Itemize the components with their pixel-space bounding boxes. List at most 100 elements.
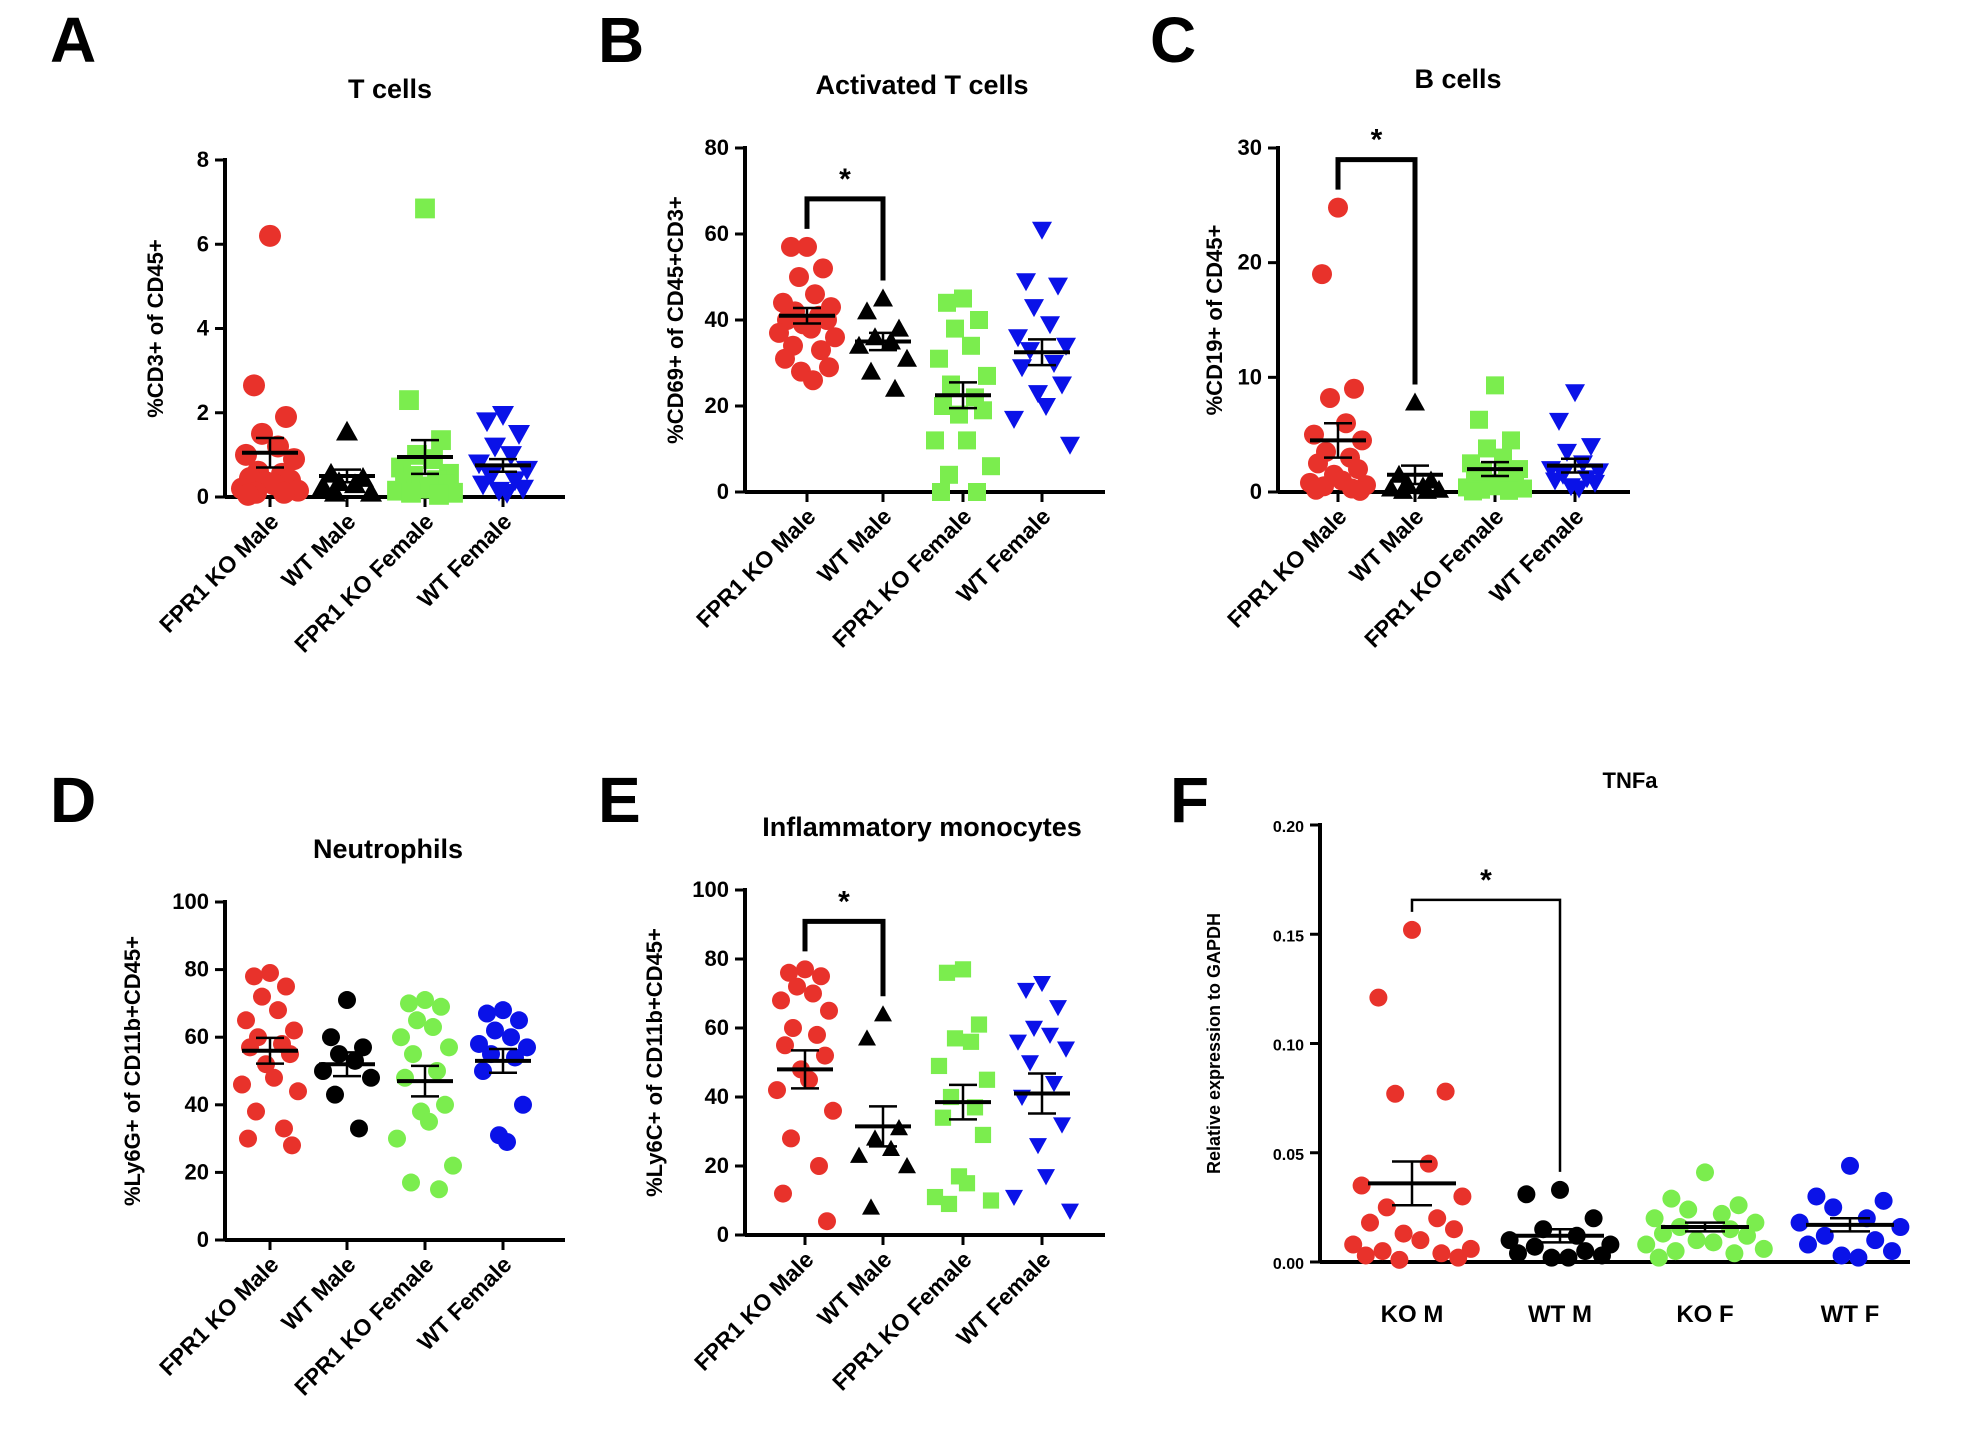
data-point: [1729, 1196, 1748, 1215]
y-axis-label: %CD69+ of CD45+CD3+: [663, 196, 688, 444]
data-point: [1721, 1220, 1740, 1239]
data-point: [243, 374, 265, 397]
data-point: [818, 1212, 836, 1231]
data-point: [484, 437, 506, 458]
data-point: [1807, 1187, 1826, 1206]
data-point: [769, 322, 789, 343]
data-point: [476, 412, 498, 433]
data-point: [1687, 1231, 1706, 1250]
data-point: [1036, 398, 1056, 416]
data-point: [392, 1028, 410, 1047]
data-point: [1005, 1189, 1023, 1207]
data-point: [819, 357, 839, 378]
data-point: [237, 483, 259, 506]
data-point: [423, 449, 443, 469]
data-point: [820, 1001, 838, 1020]
data-point: [1393, 480, 1413, 499]
chart-title: Activated T cells: [815, 70, 1028, 100]
data-point: [1390, 1250, 1409, 1269]
data-point: [1517, 1185, 1536, 1204]
data-point: [1478, 439, 1496, 458]
series-fpr1-ko-male: [1300, 197, 1376, 501]
data-point: [804, 984, 822, 1003]
data-point: [1028, 385, 1048, 404]
data-point: [492, 406, 514, 426]
y-tick-label: 40: [705, 1084, 729, 1109]
data-point: [1352, 1176, 1371, 1195]
series-wt-female: [1541, 384, 1609, 499]
data-point: [850, 1146, 868, 1163]
data-point: [1048, 277, 1068, 296]
y-tick-label: 20: [705, 393, 729, 418]
x-category-label: FPR1 KO Male: [689, 1246, 819, 1376]
data-point: [1679, 1200, 1698, 1219]
series-wt-m: [1500, 1180, 1620, 1267]
data-point: [1381, 478, 1401, 497]
data-point: [1356, 1246, 1375, 1265]
y-tick-label: 0: [717, 479, 729, 504]
data-point: [235, 443, 257, 466]
data-point: [498, 1132, 516, 1151]
data-point: [813, 258, 833, 279]
panel-label-a: A: [50, 4, 96, 76]
data-point: [1021, 1055, 1039, 1072]
y-tick-label: 100: [172, 889, 209, 914]
data-point: [277, 977, 295, 996]
y-tick-label: 6: [197, 231, 209, 256]
data-point: [281, 1045, 299, 1064]
data-point: [970, 1016, 988, 1033]
data-point: [1432, 1244, 1451, 1263]
data-point: [312, 475, 334, 496]
chart-title: T cells: [348, 74, 432, 104]
significance-bracket: [1335, 157, 1418, 385]
data-point: [415, 198, 435, 219]
x-category-label: WT F: [1821, 1301, 1880, 1328]
data-point: [1403, 920, 1421, 939]
data-point: [1509, 1244, 1527, 1263]
y-tick-label: 80: [705, 946, 729, 971]
data-point: [1061, 1203, 1079, 1220]
data-point: [930, 349, 948, 368]
data-point: [251, 422, 273, 445]
y-tick-label: 0.20: [1273, 819, 1304, 836]
data-point: [962, 336, 980, 355]
data-point: [408, 1011, 426, 1030]
data-point: [974, 1126, 992, 1144]
data-point: [1738, 1226, 1756, 1245]
data-point: [431, 430, 451, 451]
data-point: [1056, 337, 1076, 356]
series-wt-male: [314, 991, 380, 1138]
data-point: [1053, 1117, 1071, 1134]
data-point: [811, 340, 831, 361]
data-point: [1350, 480, 1370, 501]
y-tick-label: 20: [185, 1159, 209, 1184]
data-point: [430, 1180, 448, 1199]
data-point: [1849, 1248, 1868, 1267]
data-point: [324, 481, 346, 502]
data-point: [1429, 479, 1449, 498]
y-tick-label: 0.00: [1273, 1256, 1304, 1273]
data-point: [774, 1184, 792, 1203]
panel-label-d: D: [50, 764, 96, 836]
data-point: [776, 1036, 794, 1055]
x-category-label: WT M: [1528, 1301, 1592, 1328]
data-point: [1386, 1084, 1405, 1103]
y-tick-label: 0.15: [1273, 928, 1304, 945]
data-point: [982, 457, 1000, 476]
data-point: [362, 1068, 380, 1087]
data-point: [824, 1101, 842, 1120]
data-point: [768, 1081, 786, 1100]
data-point: [1040, 316, 1060, 335]
data-point: [1453, 1187, 1472, 1206]
series-fpr1-ko-male: [233, 963, 307, 1155]
data-point: [1559, 1248, 1578, 1267]
data-point: [1832, 1246, 1851, 1265]
data-point: [336, 420, 358, 441]
data-point: [440, 1038, 458, 1057]
data-point: [1041, 1027, 1059, 1044]
data-point: [1746, 1213, 1765, 1232]
data-point: [259, 224, 281, 247]
data-point: [982, 1192, 1000, 1209]
data-point: [1012, 359, 1032, 378]
